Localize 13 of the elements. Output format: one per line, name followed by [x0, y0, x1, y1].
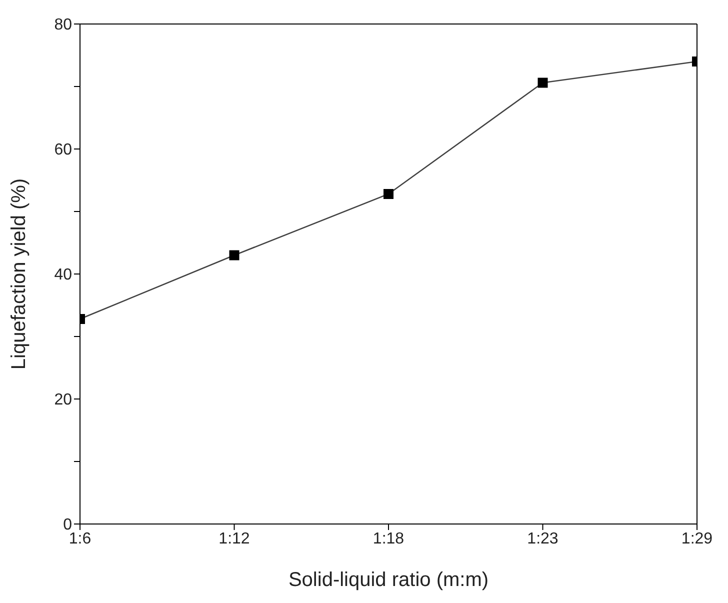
y-tick-label: 40	[54, 266, 72, 284]
x-axis-title: Solid-liquid ratio (m:m)	[288, 569, 489, 591]
point	[384, 189, 394, 199]
y-axis-title: Liquefaction yield (%)	[8, 178, 30, 370]
x-tick-label: 1:23	[527, 530, 558, 548]
x-tick-label: 1:12	[218, 530, 250, 548]
y-tick-label: 80	[54, 16, 72, 34]
y-tick-label: 60	[54, 142, 72, 159]
y-tick-label: 20	[54, 392, 72, 409]
x-tick-label: 1:29	[681, 530, 713, 548]
point	[229, 250, 240, 260]
point	[538, 78, 548, 88]
x-tick-label: 1:18	[372, 530, 404, 548]
